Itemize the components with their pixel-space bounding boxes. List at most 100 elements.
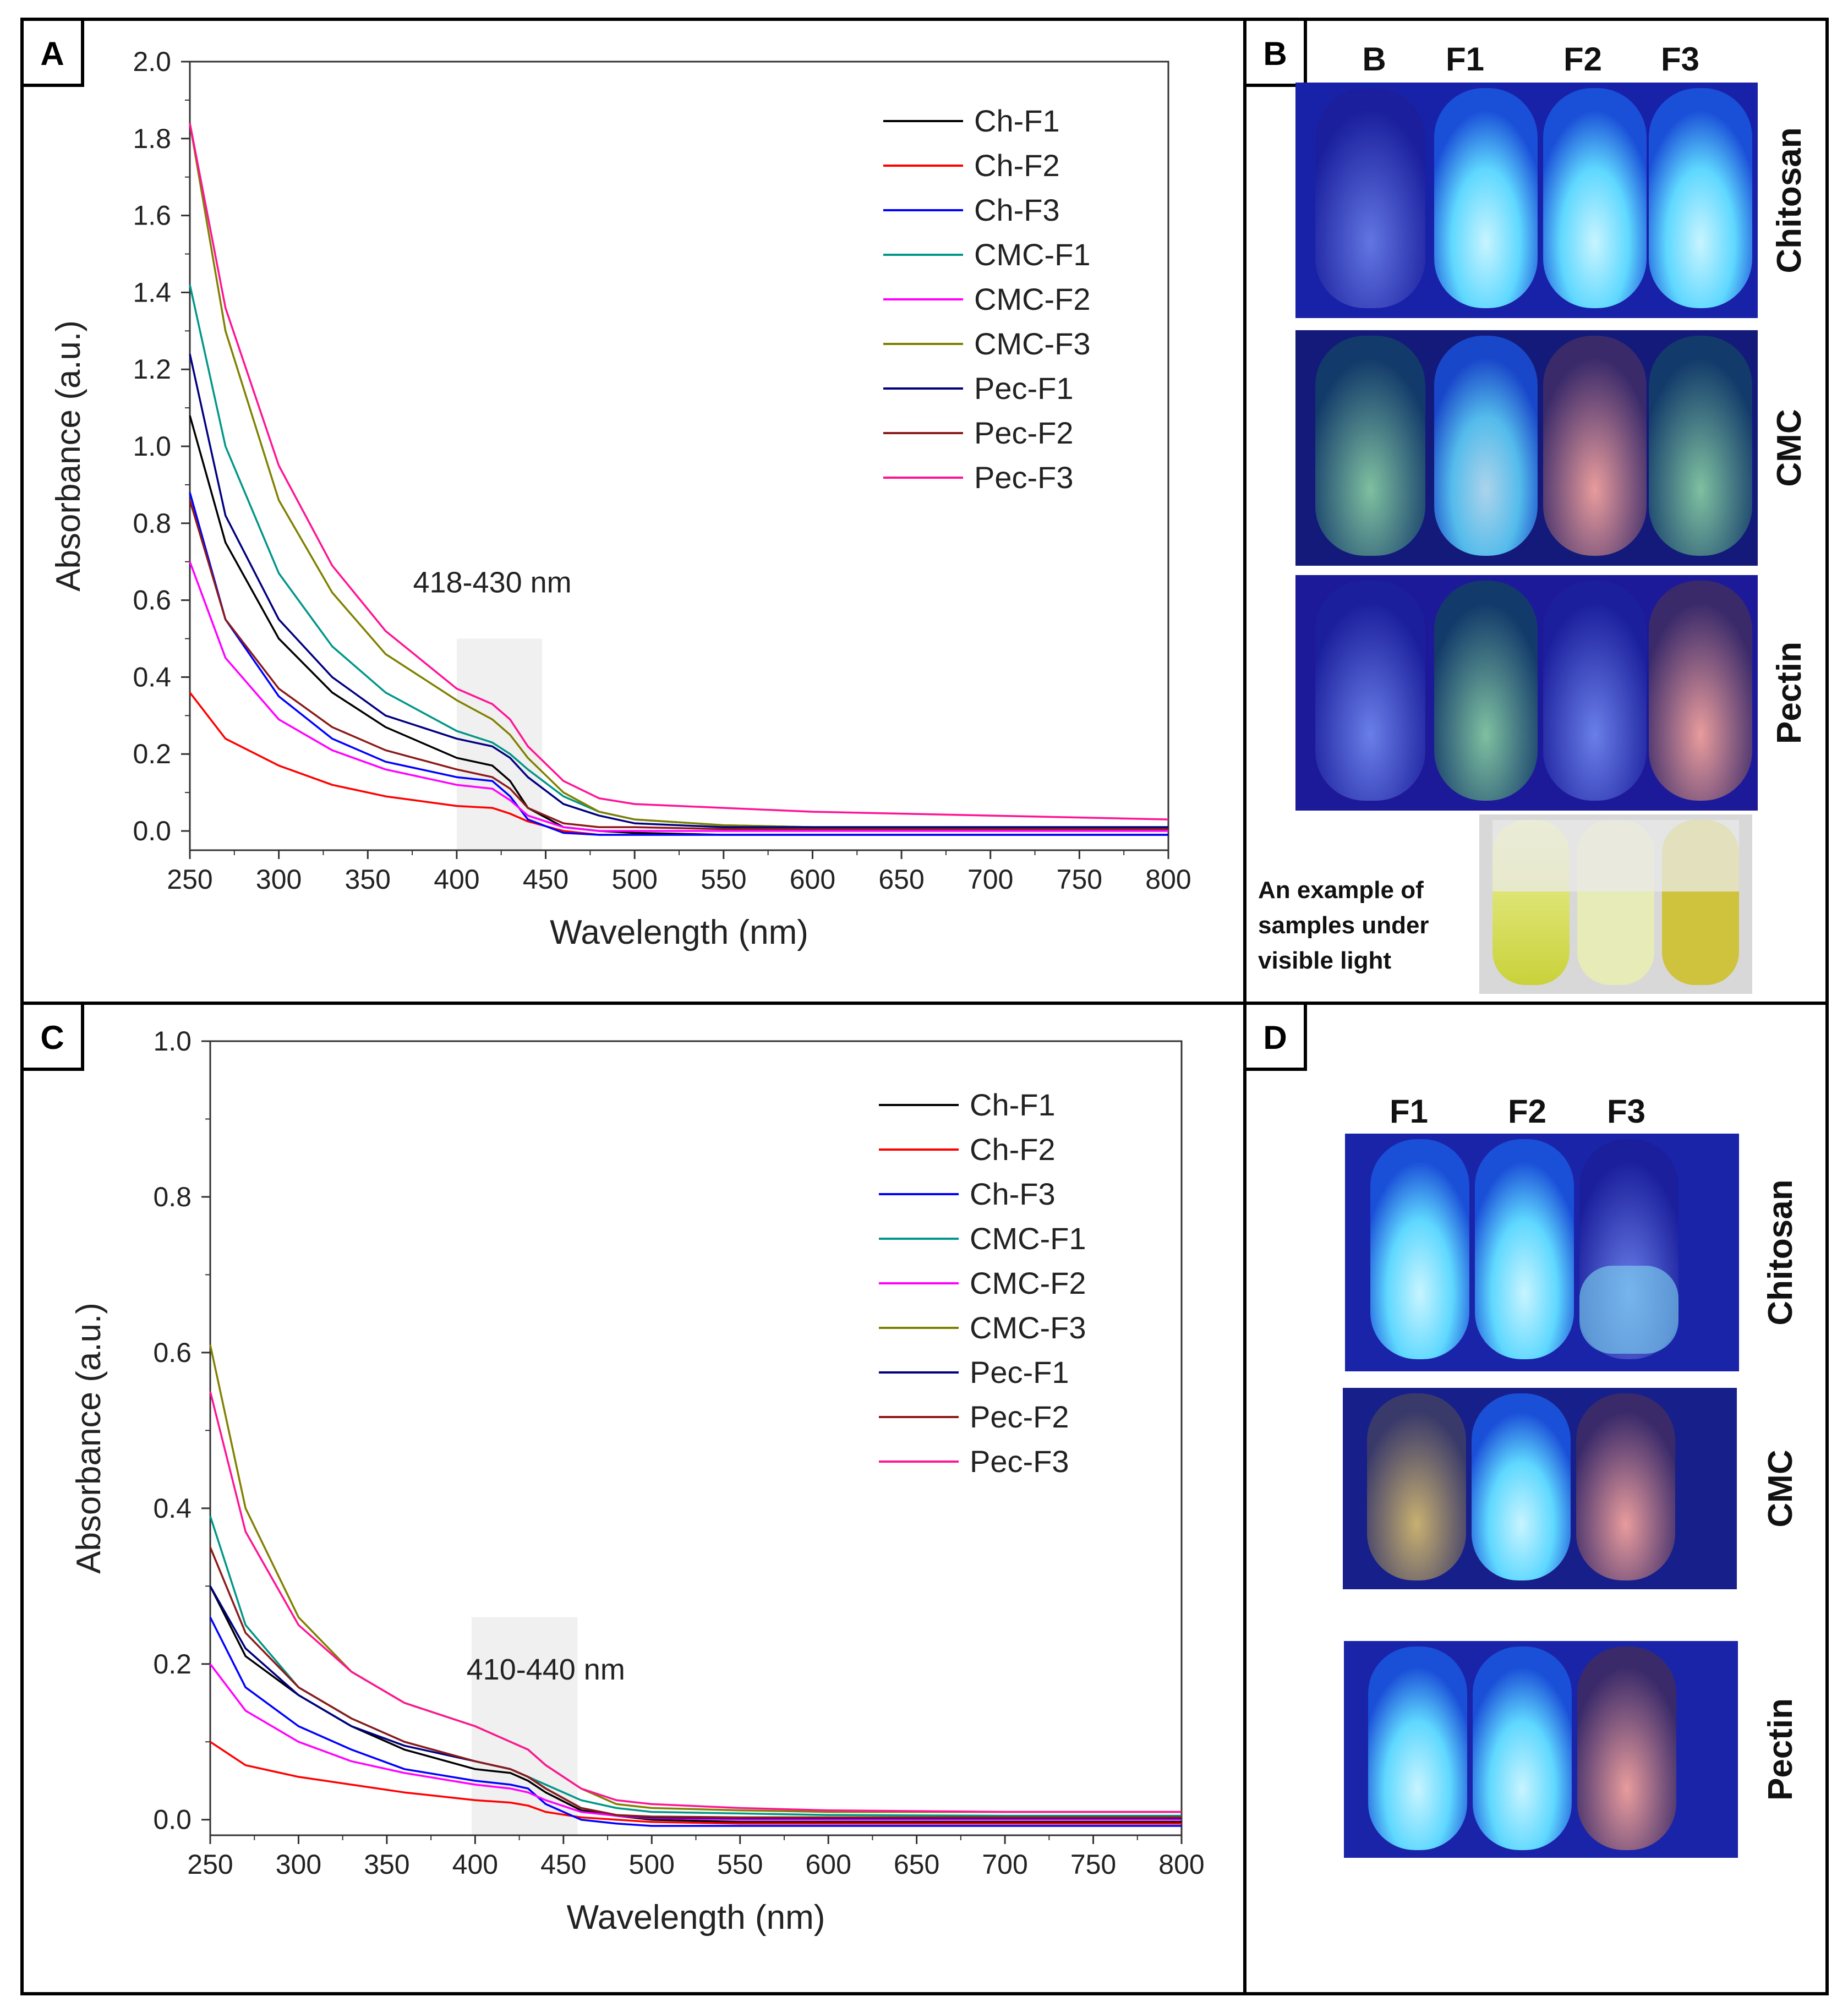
range-annotation: 410-440 nm: [467, 1653, 625, 1686]
series-line-pec-f3: [209, 1391, 1182, 1813]
column-label-b: B: [1362, 41, 1386, 78]
y-tick-label: 0.0: [153, 1804, 192, 1835]
y-tick-label: 0.8: [133, 508, 171, 539]
highlight-band: [456, 638, 543, 850]
photo-b-cmc: [1295, 330, 1758, 566]
panel-b-photos: B F1 F2 F3 Chitosan CMC: [1258, 41, 1808, 994]
series-line-pec-f2: [189, 500, 1168, 830]
svg-text:D: D: [1263, 1019, 1287, 1056]
legend-label: Pec-F3: [974, 460, 1074, 495]
row-label-pectin: Pectin: [1762, 1698, 1800, 1801]
legend-label: Ch-F1: [974, 103, 1060, 138]
x-tick-label: 350: [364, 1849, 409, 1880]
photo-d-cmc: [1343, 1388, 1737, 1589]
x-tick-label: 800: [1145, 864, 1191, 895]
y-tick-label: 0.4: [133, 661, 171, 692]
panel-letter-a: A: [20, 18, 84, 87]
row-label-chitosan: Chitosan: [1762, 1179, 1800, 1325]
y-tick-label: 0.6: [133, 585, 171, 616]
legend-label: Pec-F1: [970, 1355, 1069, 1390]
x-tick-label: 700: [982, 1849, 1027, 1880]
series-line-cmc-f1: [209, 1516, 1182, 1817]
y-tick-label: 0.6: [153, 1337, 192, 1368]
x-tick-label: 500: [611, 864, 657, 895]
y-axis-title: Absorbance (a.u.): [70, 1303, 108, 1574]
legend-label: Ch-F2: [970, 1132, 1056, 1167]
photo-b-pectin: [1295, 575, 1758, 811]
x-tick-label: 550: [717, 1849, 763, 1880]
legend-label: Pec-F2: [974, 415, 1074, 450]
x-tick-label: 750: [1070, 1849, 1116, 1880]
legend-label: CMC-F2: [974, 282, 1091, 316]
panel-a-frame: [20, 18, 1246, 1005]
y-tick-label: 1.8: [133, 123, 171, 154]
panel-letter-d: D: [1243, 1002, 1307, 1071]
svg-text:A: A: [40, 35, 64, 72]
x-tick-label: 400: [434, 864, 479, 895]
chart-panel-a: 250 300 350 400 450 500 550 600 650 700 750 800 0.0 0…: [50, 46, 1191, 951]
legend-label: CMC-F2: [970, 1266, 1086, 1300]
y-tick-label: 0.0: [133, 816, 171, 846]
photo-d-chitosan: [1345, 1134, 1739, 1371]
x-tick-label: 250: [167, 864, 212, 895]
x-tick-label: 500: [629, 1849, 675, 1880]
column-label-f3: F3: [1661, 41, 1699, 78]
legend-label: Ch-F2: [974, 148, 1060, 183]
legend-label: Ch-F3: [970, 1177, 1056, 1211]
series-line-pec-f1: [209, 1585, 1182, 1819]
visible-light-caption-line2: samples under: [1258, 912, 1429, 939]
y-tick-label: 0.4: [153, 1493, 192, 1524]
y-tick-label: 1.2: [133, 354, 171, 385]
series-line-ch-f3: [209, 1617, 1182, 1827]
legend-label: CMC-F3: [974, 326, 1091, 361]
series-line-ch-f1: [209, 1585, 1182, 1823]
svg-text:C: C: [40, 1019, 64, 1056]
chart-panel-c: 250 300 350 400 450 500 550 600 650 700 750 800 0.0 0…: [70, 1026, 1205, 1937]
x-axis-title: Wavelength (nm): [550, 913, 808, 951]
x-tick-label: 650: [878, 864, 924, 895]
y-tick-label: 1.4: [133, 277, 171, 308]
panel-letter-b: B: [1243, 18, 1307, 87]
x-tick-label: 800: [1158, 1849, 1204, 1880]
series-line-pec-f2: [209, 1546, 1182, 1819]
y-tick-label: 1.0: [133, 431, 171, 462]
row-label-chitosan: Chitosan: [1770, 127, 1808, 273]
series-line-pec-f1: [189, 353, 1168, 828]
photo-d-pectin: [1344, 1641, 1738, 1858]
x-tick-label: 300: [276, 1849, 321, 1880]
x-tick-label: 350: [345, 864, 391, 895]
column-label-f3: F3: [1607, 1093, 1645, 1130]
y-tick-label: 0.2: [153, 1649, 192, 1680]
y-tick-label: 2.0: [133, 46, 171, 77]
highlight-band: [471, 1617, 578, 1835]
x-tick-label: 250: [187, 1849, 233, 1880]
column-label-f1: F1: [1446, 41, 1484, 78]
photo-b-chitosan: [1295, 83, 1758, 318]
legend-label: Ch-F1: [970, 1087, 1056, 1122]
panel-letter-c: C: [20, 1002, 84, 1071]
series-line-ch-f2: [189, 692, 1168, 836]
x-tick-label: 450: [523, 864, 568, 895]
x-axis-title: Wavelength (nm): [567, 1899, 825, 1937]
x-tick-label: 750: [1057, 864, 1102, 895]
row-label-pectin: Pectin: [1770, 642, 1808, 744]
svg-text:B: B: [1263, 35, 1287, 72]
legend-label: Pec-F2: [970, 1399, 1069, 1434]
row-label-cmc: CMC: [1762, 1449, 1800, 1527]
y-tick-label: 0.2: [133, 739, 171, 769]
x-tick-label: 550: [701, 864, 746, 895]
series-line-cmc-f2: [209, 1663, 1182, 1821]
row-label-cmc: CMC: [1770, 409, 1808, 486]
series-line-cmc-f2: [189, 561, 1168, 832]
y-axis-title: Absorbance (a.u.): [50, 320, 88, 592]
x-tick-label: 700: [967, 864, 1013, 895]
x-tick-label: 600: [805, 1849, 851, 1880]
column-label-f2: F2: [1563, 41, 1602, 78]
x-tick-label: 400: [452, 1849, 498, 1880]
photo-b-visible-light: [1479, 814, 1752, 994]
y-tick-label: 1.6: [133, 200, 171, 231]
panel-d-frame: [1243, 1002, 1829, 1995]
y-tick-label: 0.8: [153, 1181, 192, 1212]
x-tick-label: 600: [790, 864, 835, 895]
